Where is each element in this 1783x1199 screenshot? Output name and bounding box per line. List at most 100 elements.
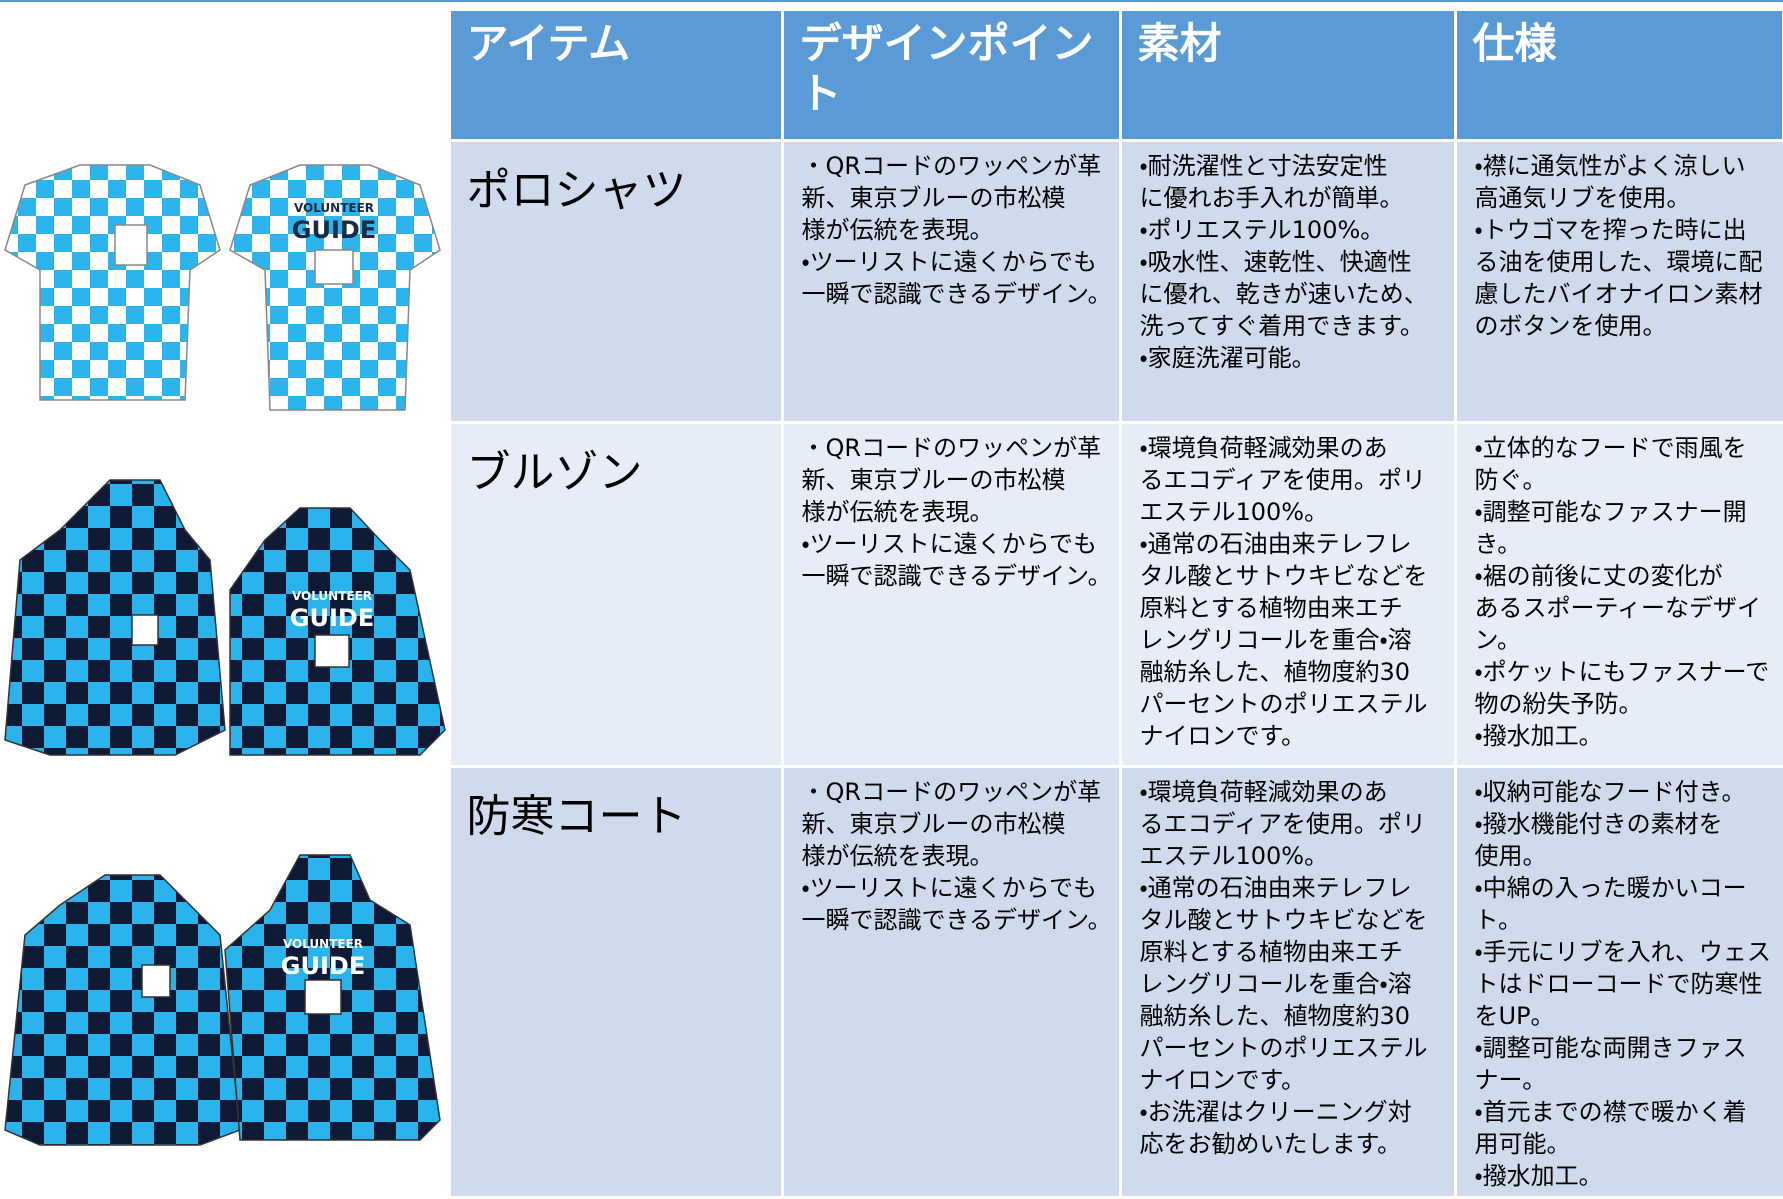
text-line: ・撥水加工。: [1474, 722, 1603, 750]
text-line: 新、東京ブルーの市松模: [801, 466, 1066, 494]
text-line: レングリコールを重合・溶: [1139, 626, 1412, 654]
text-line: 防ぐ。: [1474, 466, 1547, 494]
text-line: 一瞬で認識できるデザイン。: [801, 906, 1112, 934]
header-cell: デザインポイント: [783, 11, 1119, 139]
text-line: ・調整可能なファスナー開: [1474, 498, 1747, 526]
text-line: ・撥水加工。: [1474, 1162, 1603, 1190]
text-line: ・QRコードのワッペンが革: [801, 152, 1102, 180]
spec-cell: ・襟に通気性がよく涼しい 高通気リブを使用。・トウゴマを搾った時に出 る油を使用した…: [1456, 142, 1783, 421]
text-line: ・撥水機能付きの素材を: [1474, 810, 1723, 838]
text-line: 一瞬で認識できるデザイン。: [801, 280, 1112, 308]
text-line: ナイロンです。: [1139, 722, 1306, 750]
text-line: に優れ、乾きが速いため、: [1139, 280, 1428, 308]
garment-badge-text: VOLUNTEER: [283, 937, 363, 951]
text-line: るエコディアを使用。ポリ: [1139, 466, 1426, 494]
text-line: あるスポーティーなデザイ: [1474, 594, 1762, 622]
material-cell: ・耐洗濯性と寸法安定性 に優れお手入れが簡単。 ・ポリエステル100%。 ・吸水性、速…: [1121, 142, 1454, 421]
text-line: ・環境負荷軽減効果のあ: [1139, 778, 1388, 806]
text-line: に優れお手入れが簡単。: [1139, 184, 1404, 212]
text-line: ・ツーリストに遠くからでも: [801, 530, 1097, 558]
text-line: ・収納可能なフード付き。: [1474, 778, 1746, 806]
polo-shirts: [4, 164, 441, 411]
text-line: ・通常の石油由来テレフレ: [1139, 530, 1412, 558]
spec-cell: ・収納可能なフード付き。 ・撥水機能付きの素材を 使用。・中綿の入った暖かいコー ト。…: [1456, 768, 1783, 1196]
coats: [4, 854, 441, 1146]
design-cell: ・QRコードのワッペンが革 新、東京ブルーの市松模 様が伝統を表現。・ツーリストに遠…: [783, 142, 1119, 421]
text-line: エステル100%。: [1139, 842, 1329, 870]
header-cell: 素材: [1121, 11, 1454, 139]
text-line: パーセントのポリエステル: [1139, 1034, 1428, 1062]
text-line: トはドローコードで防寒性: [1474, 970, 1763, 998]
text-line: 新、東京ブルーの市松模: [801, 810, 1066, 838]
text-line: 様が伝統を表現。: [801, 498, 994, 526]
text-line: 様が伝統を表現。: [801, 842, 994, 870]
text-line: ト。: [1474, 906, 1523, 934]
text-line: エステル100%。: [1139, 498, 1329, 526]
text-line: 物の紛失予防。: [1474, 690, 1643, 718]
text-line: ・通常の石油由来テレフレ: [1139, 874, 1412, 902]
garment-badge-text: GUIDE: [281, 952, 365, 980]
text-line: タル酸とサトウキビなどを: [1139, 906, 1428, 934]
text-line: ・環境負荷軽減効果のあ: [1139, 434, 1388, 462]
text-line: 使用。: [1474, 842, 1547, 870]
text-line: 融紡糸した、植物度約30: [1139, 658, 1411, 686]
text-line: ・耐洗濯性と寸法安定性: [1139, 152, 1388, 180]
text-line: 応をお勧めいたします。: [1139, 1130, 1402, 1158]
text-line: ・調整可能な両開きファス: [1474, 1034, 1747, 1062]
garment-badge-text: GUIDE: [292, 216, 376, 244]
text-line: ・吸水性、速乾性、快適性: [1139, 248, 1412, 276]
text-line: ・ポケットにもファスナーで: [1474, 658, 1770, 686]
header-cell: アイテム: [450, 11, 781, 139]
text-line: ・QRコードのワッペンが革: [801, 434, 1102, 462]
text-line: き。: [1474, 530, 1522, 558]
text-line: ・裾の前後に丈の変化が: [1474, 562, 1723, 590]
text-line: ・トウゴマを搾った時に出: [1474, 216, 1747, 244]
spec-cell: ・立体的なフードで雨風を 防ぐ。・調整可能なファスナー開 き。・裾の前後に丈の変化が…: [1456, 424, 1783, 765]
text-line: 原料とする植物由来エチ: [1139, 938, 1403, 966]
text-line: 用可能。: [1474, 1130, 1571, 1158]
text-line: ナー。: [1474, 1066, 1547, 1094]
design-cell: ・QRコードのワッペンが革 新、東京ブルーの市松模 様が伝統を表現。・ツーリストに遠…: [783, 424, 1119, 765]
text-line: 新、東京ブルーの市松模: [801, 184, 1066, 212]
blousons: [4, 479, 446, 756]
text-line: レングリコールを重合・溶: [1139, 970, 1412, 998]
text-line: 原料とする植物由来エチ: [1139, 594, 1403, 622]
text-line: る油を使用した、環境に配: [1474, 248, 1763, 276]
text-line: 融紡糸した、植物度約30: [1139, 1002, 1411, 1030]
garment-badge-text: GUIDE: [290, 604, 374, 632]
text-line: ・立体的なフードで雨風を: [1474, 434, 1747, 462]
text-line: ・お洗濯はクリーニング対: [1139, 1098, 1412, 1126]
text-line: ン。: [1474, 626, 1522, 654]
text-line: ・襟に通気性がよく涼しい: [1474, 152, 1746, 180]
garment-images: VOLUNTEERGUIDEVOLUNTEERGUIDEVOLUNTEERGUI…: [4, 164, 446, 1146]
text-line: ・ツーリストに遠くからでも: [801, 874, 1097, 902]
text-line: のボタンを使用。: [1474, 312, 1667, 340]
top-rule: [0, 0, 1783, 2]
text-line: るエコディアを使用。ポリ: [1139, 810, 1426, 838]
garment-badge-text: VOLUNTEER: [294, 201, 374, 215]
garment-badge-text: VOLUNTEER: [292, 589, 372, 603]
design-cell: ・QRコードのワッペンが革 新、東京ブルーの市松模 様が伝統を表現。・ツーリストに遠…: [783, 768, 1119, 1196]
material-cell: ・環境負荷軽減効果のあるエコディアを使用。ポリ エステル100%。・通常の石油由来…: [1121, 768, 1454, 1196]
text-line: タル酸とサトウキビなどを: [1139, 562, 1428, 590]
text-line: ・手元にリブを入れ、ウェス: [1474, 938, 1771, 966]
item-cell: 防寒コート: [450, 768, 781, 1196]
text-line: 慮したバイオナイロン素材: [1474, 280, 1763, 308]
text-line: をUP。: [1474, 1002, 1555, 1030]
text-line: 様が伝統を表現。: [801, 216, 994, 244]
text-line: ナイロンです。: [1139, 1066, 1306, 1094]
text-line: 一瞬で認識できるデザイン。: [801, 562, 1112, 590]
text-line: パーセントのポリエステル: [1139, 690, 1428, 718]
header-cell: 仕様: [1456, 11, 1782, 139]
item-cell: ポロシャツ: [450, 142, 781, 421]
text-line: ・QRコードのワッペンが革: [801, 778, 1102, 806]
item-cell: ブルゾン: [450, 424, 781, 765]
text-line: ・ポリエステル100%。: [1139, 216, 1385, 244]
text-line: ・家庭洗濯可能。: [1139, 344, 1316, 372]
text-line: ・ツーリストに遠くからでも: [801, 248, 1097, 276]
material-cell: ・環境負荷軽減効果のあるエコディアを使用。ポリ エステル100%。・通常の石油由来…: [1121, 424, 1454, 765]
text-line: ・中綿の入った暖かいコー: [1474, 874, 1747, 902]
text-line: ・首元までの襟で暖かく着: [1474, 1098, 1747, 1126]
text-line: 高通気リブを使用。: [1474, 184, 1691, 212]
